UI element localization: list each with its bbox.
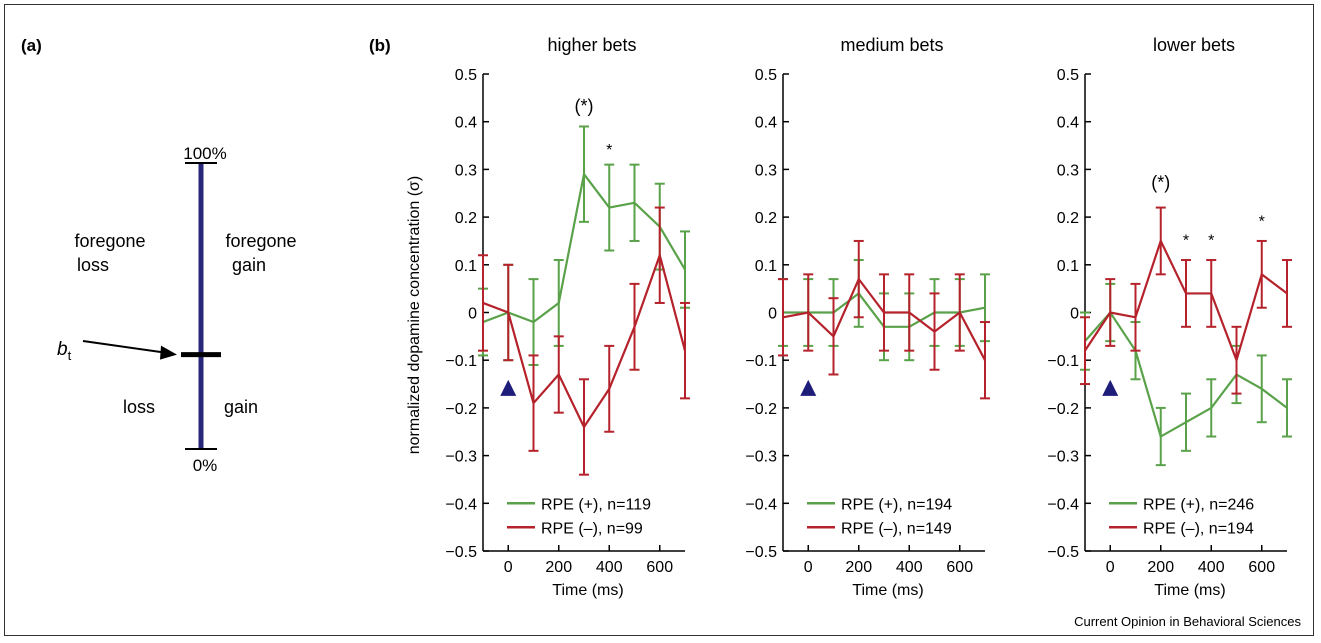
chart-0-significance-mark: * xyxy=(606,142,612,159)
chart-1-y-tick-label: 0.5 xyxy=(755,67,777,84)
chart-0-y-tick-label: 0.5 xyxy=(455,67,477,84)
pointer-label-subscript: t xyxy=(68,348,72,363)
chart-2-event-marker xyxy=(1102,379,1119,396)
chart-0-y-tick-label: 0 xyxy=(468,306,477,323)
chart-1-y-tick-label: −0.2 xyxy=(745,401,777,418)
loss-label: loss xyxy=(123,397,155,417)
chart-0-y-tick-label: −0.1 xyxy=(445,353,477,370)
chart-0-y-tick-label: 0.2 xyxy=(455,210,477,227)
chart-0-y-tick-label: 0.4 xyxy=(455,115,477,132)
chart-2-y-tick-label: 0.5 xyxy=(1057,67,1079,84)
chart-2-x-tick-label: 400 xyxy=(1198,559,1225,576)
chart-1-legend-entry: RPE (+), n=194 xyxy=(841,496,952,513)
scale-bottom-label: 0% xyxy=(193,456,218,475)
chart-0-y-tick-label: 0.3 xyxy=(455,162,477,179)
chart-0-y-tick-label: −0.2 xyxy=(445,401,477,418)
chart-0-x-tick-label: 400 xyxy=(596,559,623,576)
chart-1-x-tick-label: 200 xyxy=(845,559,872,576)
gain-label: gain xyxy=(224,397,258,417)
chart-1-y-tick-label: 0.2 xyxy=(755,210,777,227)
chart-0-y-tick-label: −0.5 xyxy=(445,544,477,561)
chart-1-y-tick-label: 0.3 xyxy=(755,162,777,179)
chart-1-y-tick-label: 0 xyxy=(768,306,777,323)
chart-0-y-tick-label: 0.1 xyxy=(455,258,477,275)
chart-2-x-axis-label: Time (ms) xyxy=(1154,582,1225,599)
y-axis-label: normalized dopamine concentration (σ) xyxy=(406,176,423,454)
panel-a: (a) 100% 0% foregone loss foregone gain … xyxy=(21,36,297,475)
chart-0-x-tick-label: 200 xyxy=(545,559,572,576)
chart-1-x-tick-label: 400 xyxy=(896,559,923,576)
panel-b-label: (b) xyxy=(369,36,391,55)
foregone-gain-line1: foregone xyxy=(225,231,296,251)
chart-2-significance-mark: * xyxy=(1259,214,1265,231)
pointer-arrow-head xyxy=(160,345,177,360)
chart-0-title: higher bets xyxy=(547,35,636,55)
chart-lower-bets: lower bets −0.5 −0.4 −0.3 −0.2 −0.1 0 0.1 0.2 0.3… xyxy=(1047,35,1292,599)
chart-1-y-tick-label: 0.1 xyxy=(755,258,777,275)
chart-0-y-tick-label: −0.3 xyxy=(445,449,477,466)
chart-higher-bets: higher bets −0.5 −0.4 −0.3 −0.2 −0.1 0 0.1 0.2 0.… xyxy=(445,35,690,599)
figure: (a) 100% 0% foregone loss foregone gain … xyxy=(4,4,1314,636)
chart-1-y-tick-label: −0.4 xyxy=(745,496,777,513)
panel-b: (b) normalized dopamine concentration (σ… xyxy=(369,35,1292,599)
chart-2-y-tick-label: −0.5 xyxy=(1047,544,1079,561)
chart-1-legend-entry: RPE (–), n=149 xyxy=(841,520,952,537)
scale-top-label: 100% xyxy=(183,144,226,163)
chart-2-title: lower bets xyxy=(1153,35,1235,55)
chart-0-legend-entry: RPE (+), n=119 xyxy=(541,496,651,513)
panel-a-label: (a) xyxy=(21,36,42,55)
chart-0-y-tick-label: −0.4 xyxy=(445,496,477,513)
chart-2-x-tick-label: 600 xyxy=(1248,559,1275,576)
chart-2-y-tick-label: −0.3 xyxy=(1047,449,1079,466)
chart-2-legend-entry: RPE (+), n=246 xyxy=(1143,496,1254,513)
chart-1-title: medium bets xyxy=(840,35,943,55)
pointer-label-main: b xyxy=(57,339,68,360)
chart-0-x-tick-label: 0 xyxy=(504,559,513,576)
chart-1-y-tick-label: −0.1 xyxy=(745,353,777,370)
chart-0-significance-mark: (*) xyxy=(575,96,594,116)
chart-2-legend-entry: RPE (–), n=194 xyxy=(1143,520,1254,537)
foregone-loss-line1: foregone xyxy=(74,231,145,251)
chart-1-x-tick-label: 0 xyxy=(804,559,813,576)
chart-2-y-tick-label: 0.2 xyxy=(1057,210,1079,227)
chart-2-significance-mark: (*) xyxy=(1151,172,1170,192)
chart-0-x-tick-label: 600 xyxy=(646,559,673,576)
chart-1-y-tick-label: 0.4 xyxy=(755,115,777,132)
chart-2-y-tick-label: 0 xyxy=(1070,306,1079,323)
chart-1-y-tick-label: −0.3 xyxy=(745,449,777,466)
figure-canvas: (a) 100% 0% foregone loss foregone gain … xyxy=(21,35,1301,629)
chart-1-y-tick-label: −0.5 xyxy=(745,544,777,561)
chart-2-y-tick-label: 0.3 xyxy=(1057,162,1079,179)
chart-2-x-tick-label: 200 xyxy=(1147,559,1174,576)
foregone-loss-line2: loss xyxy=(77,255,109,275)
chart-2-y-tick-label: 0.1 xyxy=(1057,258,1079,275)
chart-2-x-tick-label: 0 xyxy=(1106,559,1115,576)
chart-2-significance-mark: * xyxy=(1208,233,1214,250)
chart-1-event-marker xyxy=(800,379,817,396)
chart-2-y-tick-label: −0.1 xyxy=(1047,353,1079,370)
chart-0-event-marker xyxy=(500,379,517,396)
chart-2-y-tick-label: −0.4 xyxy=(1047,496,1079,513)
chart-1-x-axis-label: Time (ms) xyxy=(852,582,923,599)
credit-line: Current Opinion in Behavioral Sciences xyxy=(1074,614,1301,629)
chart-2-y-tick-label: 0.4 xyxy=(1057,115,1079,132)
pointer-label: bt xyxy=(57,339,72,363)
chart-0-legend-entry: RPE (–), n=99 xyxy=(541,520,643,537)
chart-1-x-tick-label: 600 xyxy=(946,559,973,576)
chart-medium-bets: medium bets −0.5 −0.4 −0.3 −0.2 −0.1 0 0.1 0.2 0.… xyxy=(745,35,990,599)
chart-0-x-axis-label: Time (ms) xyxy=(552,582,623,599)
pointer-arrow xyxy=(82,340,166,354)
chart-2-significance-mark: * xyxy=(1183,233,1189,250)
foregone-gain-line2: gain xyxy=(232,255,266,275)
chart-2-y-tick-label: −0.2 xyxy=(1047,401,1079,418)
